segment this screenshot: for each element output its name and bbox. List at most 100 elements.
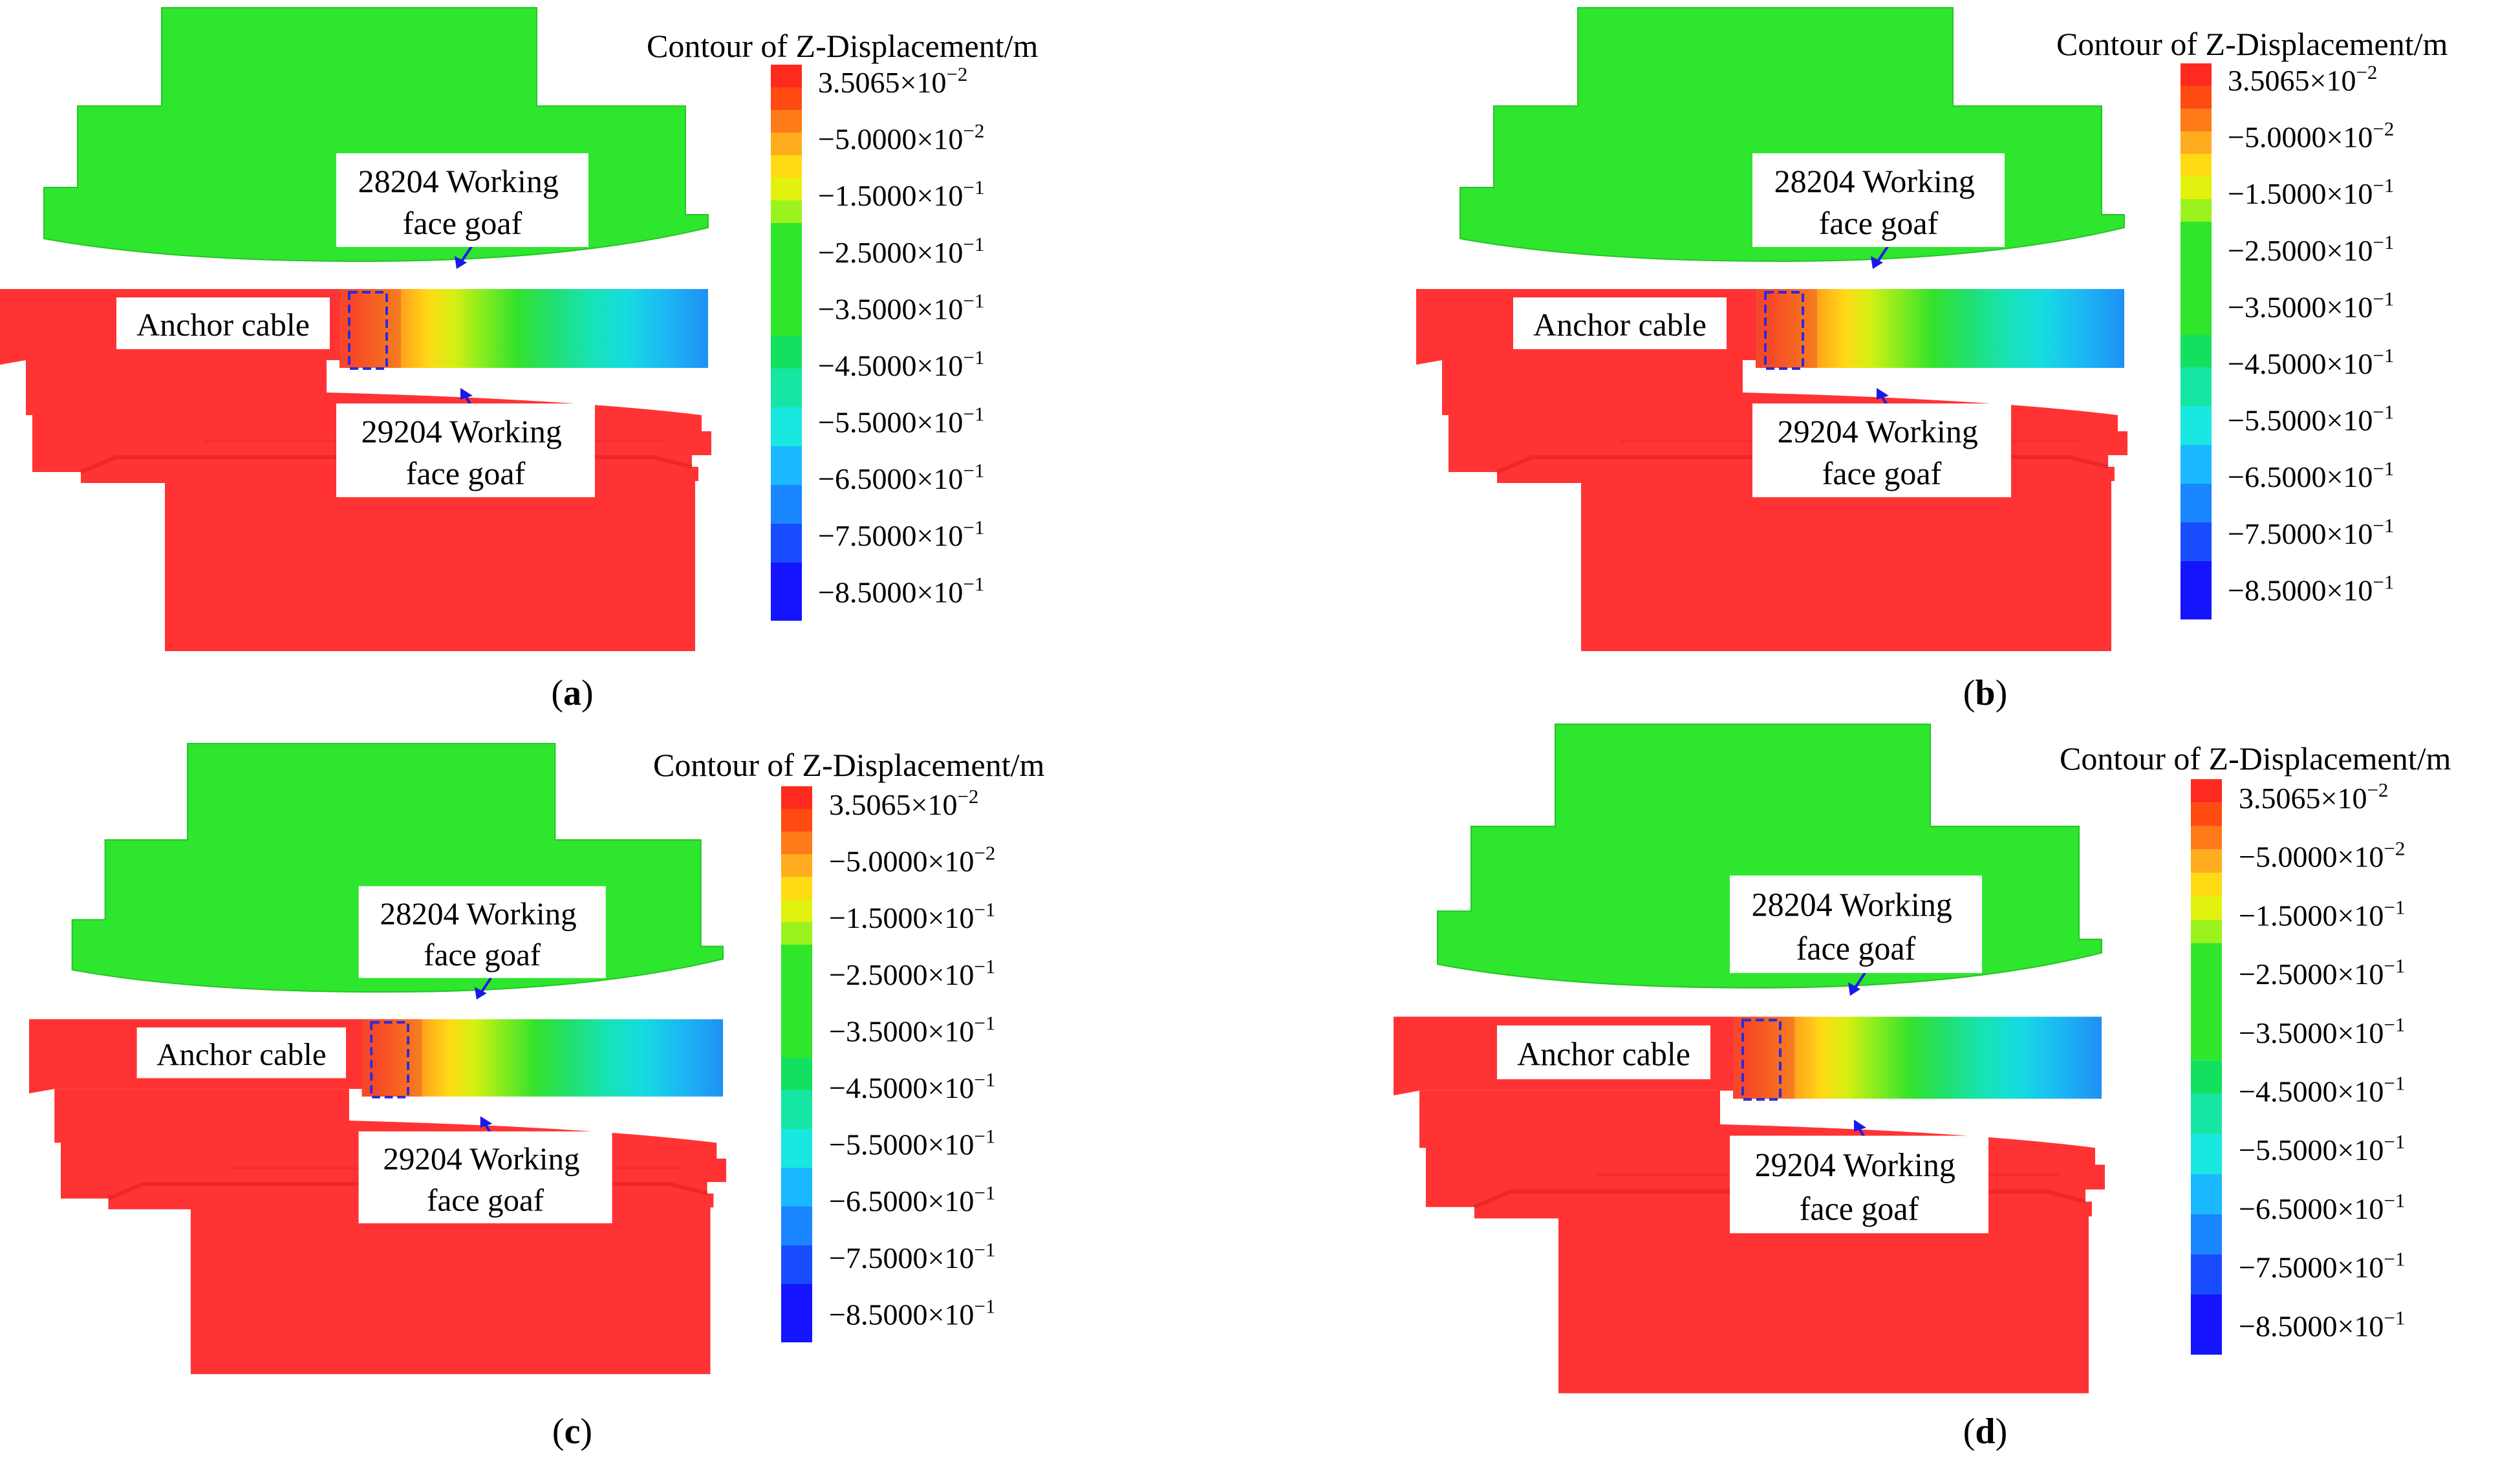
colorbar-title: Contour of Z-Displacement/m (647, 28, 1039, 64)
colorbar-tick-label: −6.5000×10−1 (2239, 1189, 2405, 1225)
colorbar-tick-label: −1.5000×10−1 (2239, 896, 2405, 932)
upper-goaf-line-2: face goaf (424, 937, 541, 972)
upper-goaf-label: 28204 Working face goaf (1774, 163, 1983, 241)
panel-label-d: (d) (1963, 1412, 2007, 1452)
callout-box (358, 886, 606, 978)
colorbar-tick-label: −1.5000×10−1 (818, 176, 984, 212)
colorbar-tick-label: −6.5000×10−1 (818, 459, 984, 495)
callout-box (116, 297, 330, 349)
callout-box (336, 153, 588, 247)
panel-d: 28204 Working face goaf Anchor cable 292… (1394, 724, 2105, 1393)
callout-box (136, 1027, 346, 1079)
upper-goaf-line-2: face goaf (1796, 930, 1916, 967)
upper-goaf-line-1: 28204 Working (1774, 163, 1975, 199)
colorbar-tick-label: −3.5000×10−1 (2228, 287, 2394, 323)
panel-b: 28204 Working face goaf Anchor cable 292… (1416, 8, 2127, 651)
anchor-cable-label: Anchor cable (156, 1036, 327, 1072)
anchor-cable-label: Anchor cable (1517, 1036, 1690, 1073)
colorbar-bands (2181, 63, 2212, 619)
colorbar-title: Contour of Z-Displacement/m (2060, 740, 2451, 777)
lower-goaf-line-1: 29204 Working (361, 413, 562, 449)
upper-goaf-line-2: face goaf (403, 205, 522, 241)
anchor-cable-label: Anchor cable (136, 306, 310, 343)
colorbar-tick-label: −7.5000×10−1 (818, 516, 984, 552)
colorbar-tick-label: −5.0000×10−2 (818, 120, 984, 156)
colorbar-tick-label: −2.5000×10−1 (818, 233, 984, 269)
colorbar-tick-label: −2.5000×10−1 (829, 955, 995, 991)
panel-a: 28204 Working face goaf Anchor cable 292… (0, 8, 711, 651)
colorbar-bands (781, 786, 812, 1342)
colorbar-c: Contour of Z-Displacement/m 3.5065×10−2 −… (653, 747, 1045, 1342)
callout-box (1730, 875, 1982, 973)
colorbar-tick-label: −2.5000×10−1 (2228, 231, 2394, 267)
lower-goaf-line-1: 29204 Working (1778, 413, 1978, 449)
upper-goaf-label: 28204 Working face goaf (1752, 887, 1961, 968)
callout-box (358, 1131, 612, 1223)
model-graphic (0, 8, 711, 651)
callout-box (1752, 403, 2011, 497)
colorbar-labels: 3.5065×10−2 −5.0000×10−2 −1.5000×10−1 −2.50… (829, 785, 995, 1331)
lower-goaf-line-2: face goaf (1800, 1191, 1919, 1228)
colorbar-tick-label: 3.5065×10−2 (829, 785, 978, 821)
colorbar-tick-label: −8.5000×10−1 (2239, 1306, 2405, 1342)
colorbar-tick-label: −5.5000×10−1 (2228, 401, 2394, 437)
lower-goaf-line-1: 29204 Working (1755, 1147, 1955, 1184)
callout-box (1752, 153, 2005, 247)
callout-box (1497, 1025, 1710, 1080)
upper-goaf-label: 28204 Working face goaf (380, 896, 585, 972)
colorbar-title: Contour of Z-Displacement/m (653, 747, 1045, 783)
panel-label-b: (b) (1963, 673, 2007, 713)
colorbar-tick-label: −5.5000×10−1 (2239, 1130, 2405, 1166)
colorbar-tick-label: −6.5000×10−1 (2228, 457, 2394, 493)
lower-goaf-label: 29204 Working face goaf (1778, 413, 1987, 491)
callout-box (336, 403, 595, 497)
colorbar-tick-label: −3.5000×10−1 (2239, 1013, 2405, 1049)
upper-goaf-line-1: 28204 Working (1752, 887, 1952, 924)
colorbar-d: Contour of Z-Displacement/m 3.5065×10−2 −… (2060, 740, 2451, 1355)
colorbar-tick-label: −4.5000×10−1 (829, 1068, 995, 1104)
lower-goaf-line-2: face goaf (1822, 455, 1942, 491)
colorbar-tick-label: −7.5000×10−1 (2239, 1248, 2405, 1284)
colorbar-tick-label: −4.5000×10−1 (2228, 344, 2394, 380)
colorbar-labels: 3.5065×10−2 −5.0000×10−2 −1.5000×10−1 −2.50… (2228, 61, 2394, 607)
colorbar-tick-label: −4.5000×10−1 (818, 346, 984, 382)
colorbar-tick-label: 3.5065×10−2 (2239, 778, 2388, 815)
colorbar-tick-label: −5.5000×10−1 (829, 1125, 995, 1161)
upper-goaf-label: 28204 Working face goaf (358, 163, 567, 241)
lower-goaf-line-1: 29204 Working (383, 1141, 579, 1177)
colorbar-tick-label: −3.5000×10−1 (818, 289, 984, 325)
colorbar-labels: 3.5065×10−2 −5.0000×10−2 −1.5000×10−1 −2.50… (818, 63, 984, 608)
colorbar-tick-label: −6.5000×10−1 (829, 1181, 995, 1218)
colorbar-tick-label: −2.5000×10−1 (2239, 954, 2405, 991)
colorbar-tick-label: 3.5065×10−2 (818, 63, 967, 99)
lower-goaf-line-2: face goaf (406, 455, 526, 491)
lower-goaf-label: 29204 Working face goaf (1755, 1147, 1964, 1228)
panel-label-a: (a) (551, 673, 593, 713)
colorbar-tick-label: −4.5000×10−1 (2239, 1072, 2405, 1108)
anchor-cable-label: Anchor cable (1533, 306, 1707, 343)
upper-goaf-line-1: 28204 Working (380, 896, 577, 931)
colorbar-title: Contour of Z-Displacement/m (2056, 26, 2448, 62)
colorbar-tick-label: −3.5000×10−1 (829, 1011, 995, 1047)
lower-goaf-label: 29204 Working face goaf (383, 1141, 587, 1218)
colorbar-tick-label: −5.0000×10−2 (829, 842, 995, 878)
callout-box (1513, 297, 1727, 349)
upper-goaf-line-1: 28204 Working (358, 163, 559, 199)
panel-c: 28204 Working face goaf Anchor cable 292… (29, 744, 726, 1374)
model-graphic (29, 744, 726, 1374)
colorbar-tick-label: −8.5000×10−1 (829, 1294, 995, 1331)
panel-label-c: (c) (552, 1412, 592, 1452)
upper-goaf-line-2: face goaf (1819, 205, 1939, 241)
colorbar-b: Contour of Z-Displacement/m 3.5065×10−2 −… (2056, 26, 2448, 619)
colorbar-tick-label: −8.5000×10−1 (818, 572, 984, 608)
colorbar-labels: 3.5065×10−2 −5.0000×10−2 −1.5000×10−1 −2.50… (2239, 778, 2405, 1342)
colorbar-tick-label: −1.5000×10−1 (829, 898, 995, 934)
colorbar-tick-label: −8.5000×10−1 (2228, 570, 2394, 607)
colorbar-bands (771, 65, 802, 621)
colorbar-a: Contour of Z-Displacement/m 3.5065×10−2 −… (647, 28, 1039, 621)
colorbar-bands (2191, 779, 2222, 1355)
lower-goaf-label: 29204 Working face goaf (361, 413, 570, 491)
lower-goaf-line-2: face goaf (427, 1182, 544, 1218)
colorbar-tick-label: −5.0000×10−2 (2228, 118, 2394, 154)
